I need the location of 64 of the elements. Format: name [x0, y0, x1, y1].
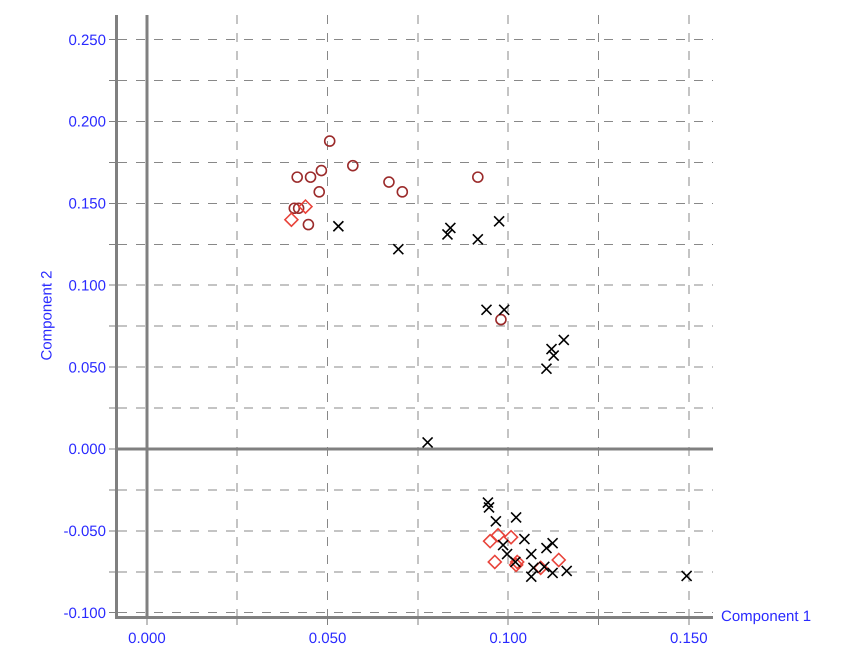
point	[525, 548, 538, 560]
point	[347, 160, 359, 172]
x-tick-label: 0.100	[489, 630, 527, 647]
point	[510, 512, 522, 524]
point	[518, 533, 530, 545]
point	[488, 554, 502, 570]
point	[324, 135, 336, 147]
point	[482, 534, 498, 548]
point	[501, 548, 513, 560]
point	[498, 304, 510, 316]
y-tick-label: 0.100	[68, 277, 106, 294]
point	[304, 171, 316, 183]
point	[483, 502, 495, 514]
point	[396, 186, 408, 198]
y-tick-label: 0.150	[68, 196, 106, 213]
point	[546, 537, 558, 549]
point	[680, 570, 692, 582]
point	[313, 186, 326, 198]
point	[291, 171, 303, 183]
y-tick-label: 0.050	[68, 359, 106, 376]
point	[472, 234, 484, 246]
point	[560, 565, 572, 577]
point	[508, 558, 524, 572]
point	[548, 350, 560, 362]
point	[442, 228, 454, 240]
point	[284, 212, 299, 227]
point	[540, 542, 552, 554]
x-axis-title: Component 1	[721, 608, 812, 625]
point	[422, 436, 434, 448]
x-tick-label: 0.000	[128, 630, 166, 647]
y-tick-label: -0.050	[63, 523, 106, 540]
point	[546, 567, 558, 579]
y-tick-label: -0.100	[63, 604, 106, 622]
point	[480, 304, 492, 316]
point	[540, 362, 552, 375]
x-tick-label: 0.150	[670, 630, 708, 647]
point	[392, 243, 404, 255]
point	[558, 334, 570, 346]
point	[504, 530, 518, 545]
point	[525, 570, 538, 582]
point	[444, 222, 456, 234]
point	[490, 528, 506, 543]
point	[316, 164, 328, 176]
y-axis-title: Component 2	[38, 270, 56, 361]
point	[472, 171, 484, 183]
y-tick-label: 0.000	[68, 441, 106, 458]
point	[482, 496, 494, 508]
point	[551, 552, 566, 568]
point	[495, 314, 507, 326]
point	[383, 176, 395, 188]
point	[497, 539, 509, 551]
point	[510, 554, 524, 570]
point	[490, 516, 502, 528]
point	[298, 199, 313, 214]
point	[292, 202, 304, 214]
point	[332, 220, 344, 232]
point	[546, 343, 558, 355]
y-tick-label: 0.250	[68, 32, 106, 49]
point	[288, 202, 300, 214]
y-tick-label: 0.200	[68, 114, 106, 131]
point	[493, 216, 505, 228]
point	[302, 218, 314, 230]
point	[533, 560, 548, 576]
x-tick-label: 0.050	[308, 630, 346, 647]
